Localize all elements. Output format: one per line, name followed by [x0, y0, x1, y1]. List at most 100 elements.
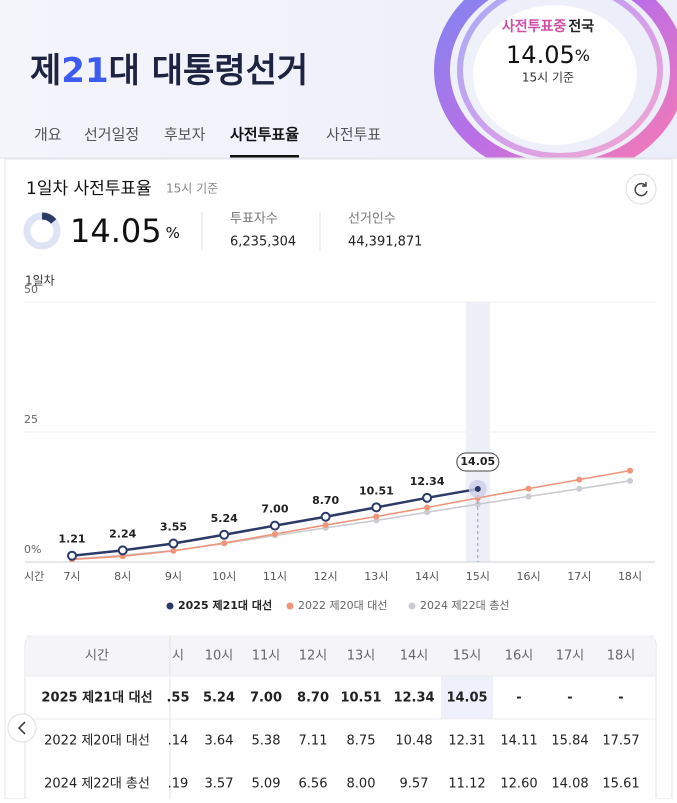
table-cell: 6.56 [299, 777, 328, 792]
data-label: 2.24 [109, 527, 136, 540]
table-cell: 14.11 [500, 734, 537, 749]
table-header-cell: 11시 [252, 649, 281, 664]
point [322, 522, 329, 529]
legend-label: 2025 제21대 대선 [178, 598, 272, 612]
series-line [71, 469, 631, 561]
point [371, 502, 382, 513]
tab[interactable]: 후보자 [164, 126, 206, 144]
point [424, 504, 431, 511]
electorate-label: 선거인수 [348, 212, 396, 227]
table-cell: 12.60 [500, 777, 537, 792]
point [525, 493, 532, 500]
summary-rate: 14.05% [70, 212, 180, 250]
table-header-cell: 14시 [400, 649, 429, 664]
x-tick-label: 18시 [618, 570, 642, 583]
table-cell: 7.00 [250, 691, 282, 706]
table-cell: 11.12 [448, 777, 485, 792]
table-cell: 3.64 [205, 734, 234, 749]
table-cell: 10.48 [395, 734, 432, 749]
electorate-value: 44,391,871 [348, 235, 422, 250]
x-tick-label: 13시 [364, 570, 388, 583]
data-label: 5.24 [211, 512, 238, 525]
table-cell: .55 [166, 691, 189, 706]
header-rate: 14.05% [506, 41, 590, 69]
summary-title: 1일차 사전투표율 [26, 179, 152, 199]
point [170, 547, 177, 554]
point [271, 531, 278, 538]
header-basis: 15시 기준 [522, 71, 574, 85]
table-cell: .14 [168, 734, 189, 749]
tab[interactable]: 사전투표율 [230, 126, 299, 144]
refresh-icon [634, 182, 648, 197]
page-title: 제21대 대통령선거 [30, 51, 308, 91]
rate-unit: % [575, 46, 590, 65]
table-cell: 10.51 [340, 691, 381, 706]
point [117, 545, 128, 556]
y-tick-label: 0% [24, 543, 41, 556]
tab[interactable]: 선거일정 [84, 126, 139, 144]
table-cell: 9.57 [400, 777, 429, 792]
point [373, 513, 380, 520]
data-label: 8.70 [312, 494, 339, 507]
point [168, 538, 179, 549]
table-header-cell: 15시 [453, 649, 482, 664]
refresh-button[interactable] [625, 173, 657, 205]
table-cell: 14.05 [446, 691, 487, 706]
summary-basis: 15시 기준 [166, 182, 218, 196]
table-cell: 15.61 [602, 777, 639, 792]
x-tick-label: 15시 [466, 570, 490, 583]
table-header-cell: 10시 [205, 649, 234, 664]
tooltip: 14.05 [460, 455, 495, 468]
tab[interactable]: 개요 [34, 126, 62, 144]
table-cell: 3.57 [205, 777, 234, 792]
table-cell: 2024 제22대 총선 [44, 777, 150, 792]
tooltip-box [456, 452, 500, 472]
scroll-left-button[interactable] [7, 713, 37, 743]
point [269, 520, 280, 531]
table-header-cell: 시간 [85, 649, 109, 664]
point [627, 477, 633, 484]
chart: 0% 25 50 7시 8시 9시 10시 11시 12시 13시 14시 15시 16시 17시 18시 1… [24, 283, 655, 612]
table-header-cell: 13시 [347, 649, 376, 664]
table-cell: 2025 제21대 대선 [41, 690, 152, 706]
legend-label: 2022 제20대 대선 [298, 599, 387, 612]
legend-marker [166, 602, 174, 610]
table-cell: 12.31 [448, 734, 485, 749]
table-header-cell: 12시 [299, 649, 328, 664]
status: 사전투표중 전국 [502, 18, 594, 35]
y-tick-label: 25 [24, 413, 38, 426]
y-tick-label: 50 [24, 283, 38, 296]
tab[interactable]: 사전투표 [326, 126, 381, 144]
table-cell: 7.11 [299, 734, 328, 749]
table-cell: 8.70 [297, 691, 329, 706]
table-header-cell: 18시 [607, 649, 636, 664]
highlight-cell [441, 676, 493, 719]
table-cell: 5.09 [252, 777, 281, 792]
x-tick-label: 10시 [212, 570, 236, 583]
x-tick-label: 12시 [314, 570, 338, 583]
tab-underline [230, 155, 300, 158]
legend-marker [408, 602, 416, 610]
x-tick-label: 16시 [516, 570, 540, 583]
point [424, 509, 431, 516]
table-cell: 14.08 [551, 777, 588, 792]
legend-label: 2024 제22대 총선 [420, 599, 509, 612]
table-cell: .19 [168, 777, 189, 792]
legend-marker [286, 602, 294, 610]
table-header-cell: 16시 [505, 649, 534, 664]
data-label: 3.55 [160, 521, 187, 534]
data-label: 7.00 [261, 503, 288, 516]
x-axis-label: 시간 [24, 570, 44, 583]
point [422, 492, 433, 503]
point [627, 467, 633, 474]
rate-value: 14.05 [506, 41, 575, 69]
tabs: 개요 선거일정 후보자 사전투표율 사전투표 [34, 126, 381, 158]
region: 전국 [568, 18, 594, 35]
table-header-cell: 17시 [556, 649, 585, 664]
rate-value: 14.05 [70, 212, 162, 250]
point [219, 529, 230, 540]
point [525, 485, 532, 492]
arrow-icon [17, 721, 26, 735]
x-tick-label: 7시 [63, 570, 80, 583]
